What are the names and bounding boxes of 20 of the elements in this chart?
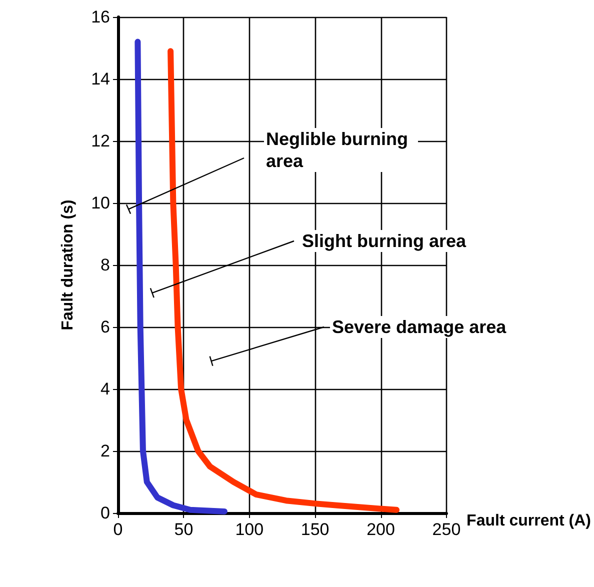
y-tick-label: 8 — [100, 256, 110, 274]
y-tick-label: 0 — [100, 504, 110, 522]
x-tick-label: 200 — [366, 520, 395, 539]
annotation: Neglible burning area — [264, 128, 418, 172]
y-tick-label: 14 — [91, 70, 110, 88]
y-tick-label: 6 — [100, 318, 110, 336]
x-tick-label: 100 — [235, 520, 264, 539]
x-tick-label: 50 — [174, 520, 194, 539]
y-tick-label: 12 — [91, 132, 110, 150]
y-tick-label: 16 — [91, 8, 110, 26]
annotation: Severe damage area — [330, 316, 508, 338]
x-axis-title: Fault current (A) — [466, 512, 591, 530]
y-axis-title: Fault duration (s) — [60, 200, 76, 330]
x-tick-label: 150 — [300, 520, 330, 539]
y-tick-label: 10 — [91, 194, 110, 212]
y-tick-label: 2 — [100, 442, 110, 460]
y-tick-label: 4 — [100, 380, 110, 398]
annotation: Slight burning area — [300, 230, 468, 252]
x-tick-label: 250 — [432, 520, 461, 539]
x-tick-label: 0 — [113, 520, 123, 539]
